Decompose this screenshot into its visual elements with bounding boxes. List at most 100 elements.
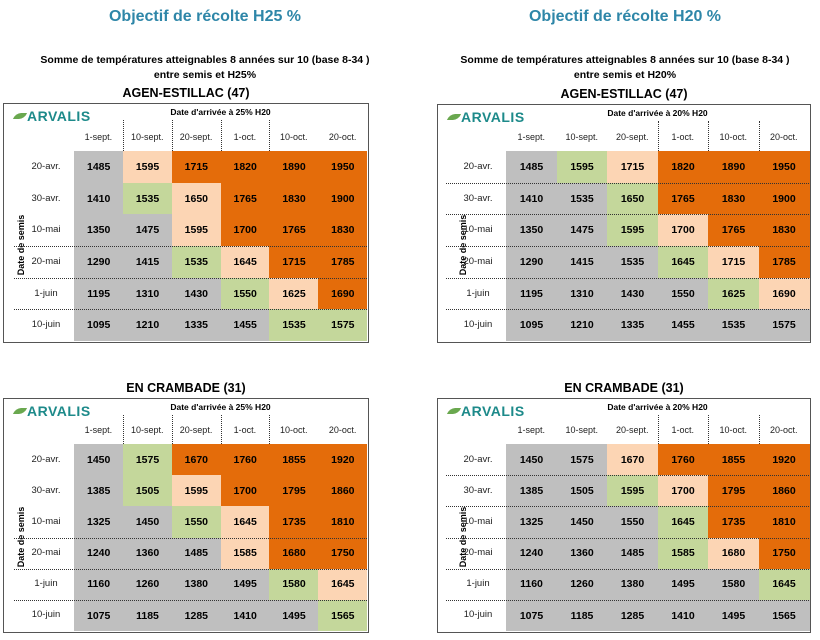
- row-label: 10-mai: [463, 224, 493, 236]
- row-divider: [446, 309, 809, 311]
- column-divider: [657, 415, 659, 444]
- column-header: 10-oct.: [719, 425, 747, 435]
- table-cell: 1160: [506, 568, 557, 601]
- table-cell: 1645: [657, 506, 709, 538]
- arrival-label: Date d'arrivée à 20% H20: [607, 402, 708, 412]
- row-label: 1-juin: [34, 578, 58, 590]
- column-header: 1-sept.: [517, 132, 545, 142]
- row-label: 10-juin: [463, 319, 493, 331]
- table-cell: 1860: [318, 475, 368, 507]
- table-cell: 1260: [122, 568, 173, 601]
- table-cell: 1715: [269, 246, 319, 279]
- data-table: ARVALIS Date d'arrivée à 20% H20 1-sept. 10…: [437, 104, 811, 343]
- table-cell: 1920: [318, 444, 368, 476]
- table-cell: 1580: [269, 568, 319, 601]
- column-divider: [269, 120, 271, 151]
- arvalis-logo: ARVALIS: [12, 108, 91, 124]
- column-divider: [122, 120, 124, 151]
- table-cell: 1310: [556, 277, 608, 310]
- column-header: 20-oct.: [328, 132, 357, 142]
- table-cell: 1095: [506, 309, 557, 342]
- arvalis-logo: ARVALIS: [446, 109, 525, 125]
- column-header: 1-sept.: [84, 132, 113, 142]
- table-cell: 1325: [506, 506, 557, 538]
- column-header: 10-oct.: [719, 132, 747, 142]
- table-cell: 1625: [269, 277, 319, 310]
- table-cell: 1535: [708, 309, 759, 342]
- table-cell: 1715: [607, 151, 658, 184]
- column-header: 20-sept.: [179, 132, 213, 142]
- row-divider: [14, 599, 367, 601]
- table-cell: 1830: [318, 214, 368, 247]
- table-title: EN CRAMBADE (31): [564, 381, 684, 395]
- table-cell: 1575: [556, 444, 608, 476]
- column-header: 1-sept.: [517, 425, 545, 435]
- subtitle-line: Somme de températures atteignables 8 ann…: [460, 54, 790, 66]
- column-header: 10-sept.: [130, 425, 164, 435]
- table-cell: 1450: [556, 506, 608, 538]
- table-cell: 1485: [171, 537, 221, 570]
- table-cell: 1645: [220, 246, 270, 279]
- table-cell: 1535: [556, 182, 608, 215]
- table-cell: 1795: [269, 475, 319, 507]
- table-cell: 1075: [506, 599, 557, 632]
- row-divider: [446, 599, 809, 601]
- table-cell: 1760: [220, 444, 270, 476]
- table-cell: 1900: [318, 182, 368, 215]
- row-divider: [446, 214, 809, 216]
- row-divider: [14, 568, 367, 570]
- data-table: ARVALIS Date d'arrivée à 20% H20 1-sept. 10…: [437, 398, 811, 633]
- table-cell: 1700: [657, 475, 709, 507]
- table-cell: 1380: [171, 568, 221, 601]
- table-cell: 1690: [318, 277, 368, 310]
- table-cell: 1810: [318, 506, 368, 538]
- column-divider: [171, 415, 173, 444]
- table-cell: 1495: [220, 568, 270, 601]
- table-cell: 1485: [74, 151, 124, 184]
- table-cell: 1075: [74, 599, 124, 632]
- table-cell: 1650: [607, 182, 658, 215]
- leaf-icon: [446, 408, 462, 414]
- column-header: 20-oct.: [769, 132, 798, 142]
- logo-text: ARVALIS: [27, 108, 91, 124]
- table-cell: 1550: [220, 277, 270, 310]
- leaf-icon: [446, 114, 462, 120]
- table-cell: 1890: [269, 151, 319, 184]
- y-axis-label: Date de semis: [458, 506, 468, 567]
- table-cell: 1750: [758, 537, 810, 570]
- row-label: 10-juin: [463, 609, 493, 621]
- row-label: 1-juin: [466, 578, 490, 590]
- table-cell: 1950: [318, 151, 368, 184]
- table-cell: 1455: [220, 309, 270, 342]
- table-cell: 1680: [269, 537, 319, 570]
- table-cell: 1765: [657, 182, 709, 215]
- column-header: 20-oct.: [769, 425, 798, 435]
- subtitle-line: entre semis et H20%: [573, 69, 677, 81]
- column-header: 20-sept.: [615, 132, 649, 142]
- table-cell: 1335: [607, 309, 658, 342]
- table-cell: 1715: [708, 246, 759, 279]
- arrival-label: Date d'arrivée à 25% H20: [170, 107, 271, 117]
- table-cell: 1595: [122, 151, 173, 184]
- heading-h25: Objectif de récolte H25 %: [108, 8, 302, 25]
- table-cell: 1335: [171, 309, 221, 342]
- logo-text: ARVALIS: [461, 403, 525, 419]
- row-label: 20-mai: [463, 547, 493, 559]
- table-cell: 1785: [318, 246, 368, 279]
- table-cell: 1765: [708, 214, 759, 247]
- table-cell: 1860: [758, 475, 810, 507]
- column-header: 1-sept.: [84, 425, 113, 435]
- column-header: 10-oct.: [279, 425, 308, 435]
- table-cell: 1495: [708, 599, 759, 632]
- table-cell: 1550: [607, 506, 658, 538]
- table-cell: 1565: [318, 599, 368, 632]
- table-cell: 1785: [758, 246, 810, 279]
- column-header: 10-sept.: [565, 132, 599, 142]
- table-cell: 1820: [657, 151, 709, 184]
- table-cell: 1575: [758, 309, 810, 342]
- arrival-label: Date d'arrivée à 20% H20: [607, 108, 708, 118]
- table-cell: 1485: [607, 537, 658, 570]
- table-cell: 1285: [171, 599, 221, 632]
- table-cell: 1855: [708, 444, 759, 476]
- table-cell: 1495: [269, 599, 319, 632]
